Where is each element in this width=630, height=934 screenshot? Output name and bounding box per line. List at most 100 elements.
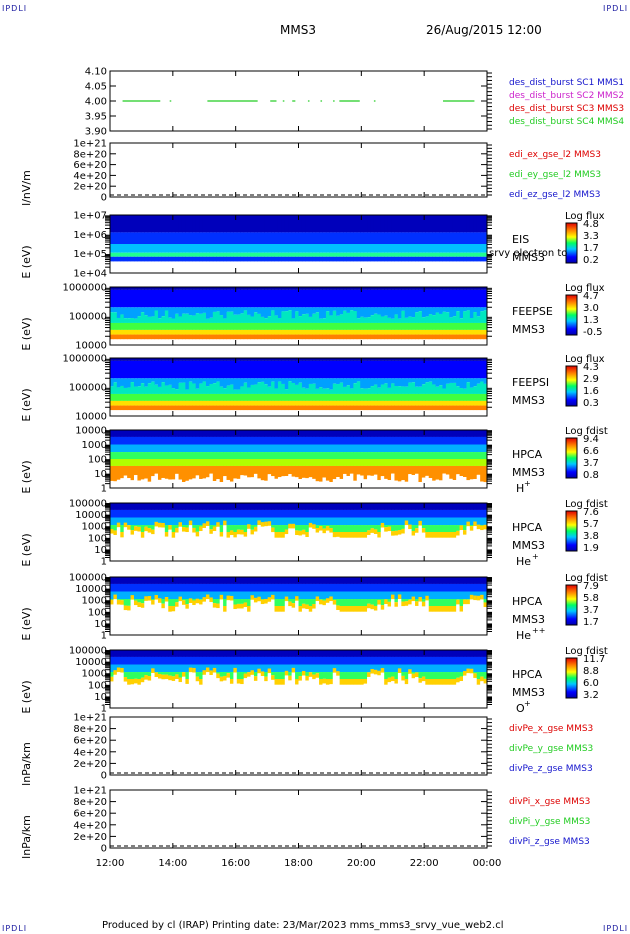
ylabel: E (eV)	[20, 317, 33, 350]
ytick-label: 1e+21	[73, 786, 107, 797]
panel-frame	[109, 576, 488, 636]
panel-frame	[109, 789, 488, 849]
ytick-label: 10000	[75, 412, 107, 423]
colorbar-tick: 4.7	[583, 291, 599, 302]
ytick-label: 10000	[75, 510, 107, 521]
colorbar-title: Log flux	[565, 354, 605, 365]
colorbar-tick: 0.8	[583, 470, 599, 481]
legend-entry: divPe_z_gse MMS3	[509, 764, 593, 774]
ytick-label: 100	[88, 607, 107, 618]
ytick-label: 6e+20	[73, 809, 107, 820]
ylabel: lnPa/km	[20, 742, 33, 786]
ytick-label: 1000	[82, 440, 107, 451]
colorbar-tick: 0.2	[583, 255, 599, 266]
ytick-label: 10	[94, 619, 107, 630]
ytick-label: 1e+06	[73, 230, 107, 241]
ytick-label: 100000	[69, 573, 107, 584]
colorbar-title: Log fdist	[565, 573, 608, 584]
heatmap-3	[110, 287, 488, 340]
ytick-label: 1000000	[62, 283, 107, 294]
ytick-label: 3.90	[85, 127, 107, 138]
spacecraft-label: MMS3	[512, 466, 545, 479]
charge-label: +	[524, 699, 531, 708]
colorbar-tick: 4.8	[583, 219, 599, 230]
panel-frame	[109, 649, 488, 709]
panel-frame	[109, 142, 488, 198]
species-label: O	[516, 702, 525, 715]
ylabel: l/nV/m	[20, 170, 33, 206]
colorbar-tick: 8.8	[583, 666, 599, 677]
ytick-label: 100	[88, 455, 107, 466]
colorbar-tick: 9.4	[583, 434, 599, 445]
colorbar-title: Log fdist	[565, 499, 608, 510]
legend-entry: divPe_y_gse MMS3	[509, 744, 593, 754]
ytick-label: 0	[101, 193, 107, 204]
ytick-label: 10	[94, 469, 107, 480]
instrument-label: HPCA	[512, 595, 543, 608]
charge-label: ++	[532, 626, 545, 635]
ytick-label: 8e+20	[73, 724, 107, 735]
spacecraft-label: MMS3	[512, 394, 545, 407]
colorbar-tick: 1.6	[583, 386, 599, 397]
ytick-label: 6e+20	[73, 736, 107, 747]
footer-text: Produced by cl (IRAP) Printing date: 23/…	[102, 920, 504, 931]
corner-label-br: IPDLI	[603, 924, 629, 933]
colorbar-tick: 3.7	[583, 605, 599, 616]
colorbar-tick: 1.7	[583, 243, 599, 254]
ytick-label: 1e+21	[73, 713, 107, 724]
colorbar-tick: 1.3	[583, 315, 599, 326]
ytick-label: 100000	[69, 312, 107, 323]
colorbar-tick: 3.2	[583, 690, 599, 701]
colorbar-tick: 5.7	[583, 519, 599, 530]
colorbar-tick: 4.3	[583, 362, 599, 373]
time-tick-label: 20:00	[347, 858, 376, 869]
ytick-label: 2e+20	[73, 182, 107, 193]
ytick-label: 6e+20	[73, 160, 107, 171]
legend-entry: des_dist_burst SC4 MMS4	[509, 117, 624, 127]
panel-frame	[109, 502, 488, 562]
panel-frame	[109, 214, 488, 274]
ytick-label: 0	[101, 771, 107, 782]
time-tick-label: 14:00	[158, 858, 187, 869]
colorbar-tick: 7.9	[583, 581, 599, 592]
species-label: He	[516, 555, 531, 568]
overflow-label: srvy electron to	[489, 248, 567, 259]
ytick-label: 1	[101, 484, 107, 495]
ytick-label: 3.95	[85, 112, 107, 123]
colorbar-title: Log flux	[565, 211, 605, 222]
legend-entry: des_dist_burst SC1 MMS1	[509, 78, 624, 88]
ytick-label: 1	[101, 631, 107, 642]
corner-label-tr: IPDLI	[603, 4, 629, 13]
header-datetime: 26/Aug/2015 12:00	[426, 23, 542, 37]
spacecraft-label: MMS3	[512, 613, 545, 626]
ytick-label: 8e+20	[73, 149, 107, 160]
heatmap-5	[110, 430, 488, 488]
ylabel: lnPa/km	[20, 815, 33, 859]
colorbar	[565, 437, 578, 479]
legend-entry: divPi_x_gse MMS3	[509, 797, 590, 807]
ytick-label: 1000	[82, 596, 107, 607]
ytick-label: 1	[101, 557, 107, 568]
species-label: H	[516, 482, 524, 495]
ytick-label: 10	[94, 545, 107, 556]
colorbar	[565, 657, 578, 699]
colorbar	[565, 510, 578, 552]
instrument-label: EIS	[512, 233, 529, 246]
ytick-label: 1e+21	[73, 139, 107, 150]
ytick-label: 100000	[69, 499, 107, 510]
charge-label: +	[532, 552, 539, 561]
legend-entry: divPe_x_gse MMS3	[509, 724, 593, 734]
colorbar-tick: 3.0	[583, 303, 599, 314]
colorbar-tick: 3.3	[583, 231, 599, 242]
species-label: He	[516, 629, 531, 642]
colorbar-title: Log fdist	[565, 426, 608, 437]
ytick-label: 0	[101, 844, 107, 855]
time-tick-label: 18:00	[284, 858, 313, 869]
time-tick-label: 00:00	[473, 858, 502, 869]
spacecraft-label: MMS3	[512, 251, 545, 264]
panel-frame	[109, 286, 488, 346]
colorbar-tick: 3.7	[583, 458, 599, 469]
heatmap-6	[110, 503, 488, 561]
instrument-label: HPCA	[512, 521, 543, 534]
colorbar-title: Log flux	[565, 283, 605, 294]
